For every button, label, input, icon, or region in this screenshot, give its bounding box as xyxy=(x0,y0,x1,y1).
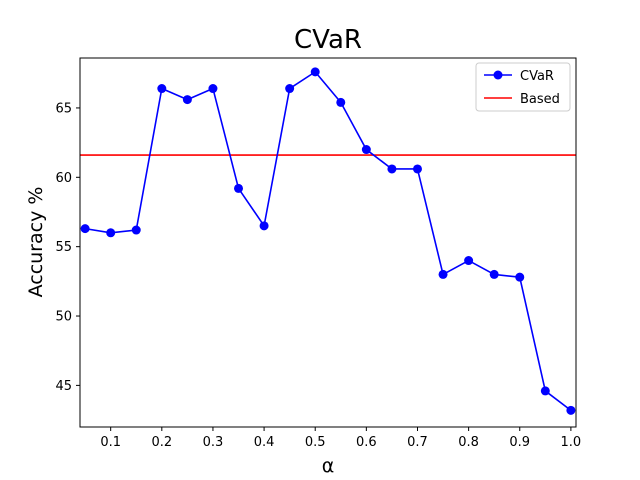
x-tick-label: 0.4 xyxy=(254,435,275,450)
cvar-point xyxy=(412,164,422,174)
cvar-point xyxy=(387,164,397,174)
cvar-point xyxy=(182,95,192,105)
cvar-point xyxy=(515,272,525,282)
x-tick-label: 0.8 xyxy=(458,435,479,450)
chart-title: CVaR xyxy=(294,25,362,55)
cvar-point xyxy=(361,145,371,155)
legend-based-label: Based xyxy=(520,92,560,107)
x-tick-label: 0.3 xyxy=(203,435,224,450)
cvar-point xyxy=(234,183,244,193)
cvar-point xyxy=(131,225,141,235)
legend: CVaR Based xyxy=(475,62,571,112)
cvar-point xyxy=(208,84,218,94)
x-tick-label: 0.2 xyxy=(151,435,172,450)
x-tick-label: 0.6 xyxy=(356,435,377,450)
cvar-point xyxy=(489,269,499,279)
y-tick-label: 60 xyxy=(55,171,72,186)
x-tick-label: 0.9 xyxy=(509,435,530,450)
y-tick-label: 50 xyxy=(55,310,72,325)
cvar-point xyxy=(259,221,269,231)
y-axis-label: Accuracy % xyxy=(25,187,47,298)
cvar-point xyxy=(285,84,295,94)
x-tick-label: 0.1 xyxy=(100,435,121,450)
x-tick-label: 0.5 xyxy=(305,435,326,450)
cvar-point xyxy=(464,256,474,266)
cvar-point xyxy=(438,269,448,279)
y-tick-label: 65 xyxy=(55,101,72,116)
plot-frame xyxy=(79,57,577,428)
x-tick-label: 1.0 xyxy=(561,435,582,450)
x-tick-label: 0.7 xyxy=(407,435,428,450)
cvar-point xyxy=(80,224,90,234)
cvar-series-line xyxy=(84,71,572,411)
y-tick-label: 45 xyxy=(55,379,72,394)
cvar-point xyxy=(157,84,167,94)
legend-cvar-marker xyxy=(493,70,503,80)
cvar-point xyxy=(106,228,116,238)
x-axis-label: α xyxy=(322,455,335,477)
cvar-point xyxy=(540,386,550,396)
cvar-point xyxy=(336,97,346,107)
cvar-point xyxy=(310,67,320,77)
cvar-point xyxy=(566,405,576,415)
y-tick-label: 55 xyxy=(55,240,72,255)
legend-cvar-label: CVaR xyxy=(520,69,554,84)
